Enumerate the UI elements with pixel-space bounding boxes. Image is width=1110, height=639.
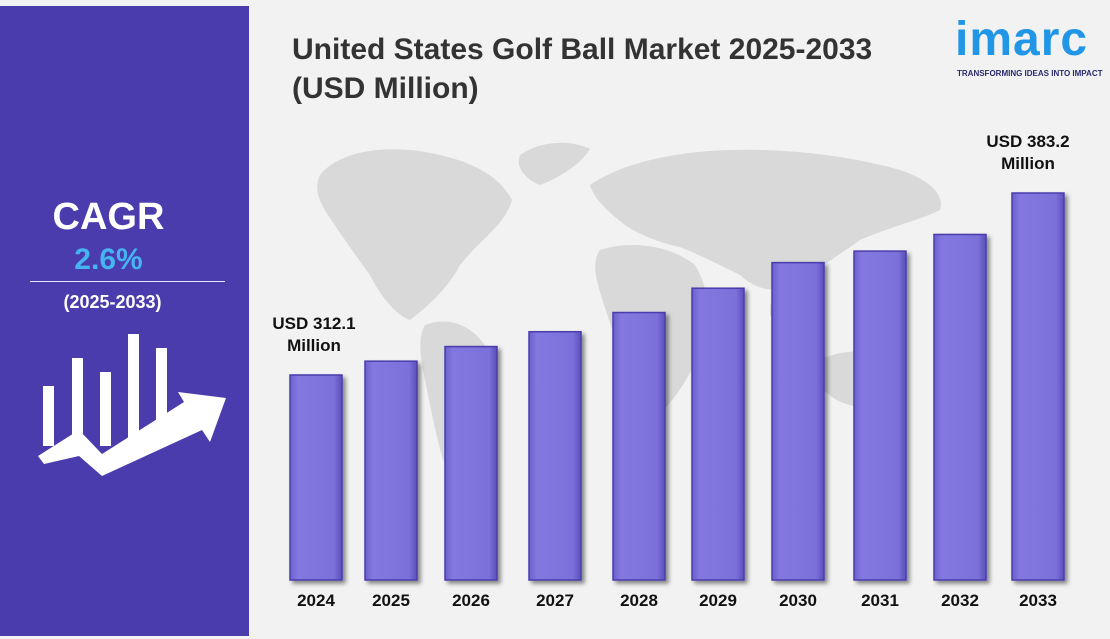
bar-2024 xyxy=(289,374,343,581)
bar-2033 xyxy=(1011,192,1065,581)
x-tick-label: 2028 xyxy=(620,591,658,610)
chart-title: United States Golf Ball Market 2025-2033… xyxy=(292,30,932,108)
x-tick-label: 2033 xyxy=(1019,591,1057,610)
x-axis-labels: 2024 2025 2026 2027 2028 2029 2030 2031 2032 2033 xyxy=(297,591,1057,610)
bar-2026 xyxy=(444,345,498,581)
x-tick-label: 2031 xyxy=(861,591,899,610)
x-tick-label: 2025 xyxy=(372,591,410,610)
bar-2027 xyxy=(528,330,582,581)
bar-2030 xyxy=(771,261,825,581)
cagr-side-panel: CAGR 2.6% (2025-2033) xyxy=(0,6,249,636)
x-tick-label: 2027 xyxy=(536,591,574,610)
bar-2032 xyxy=(933,233,987,581)
logo-wordmark: imarc xyxy=(955,13,1089,66)
x-tick-label: 2024 xyxy=(297,591,335,610)
cagr-divider xyxy=(30,281,225,282)
x-tick-label: 2030 xyxy=(779,591,817,610)
bar-2029 xyxy=(691,287,745,581)
bar-series xyxy=(289,192,1065,581)
chart-title-line-2: (USD Million) xyxy=(292,72,479,105)
bar-2028 xyxy=(612,311,666,581)
logo-tagline: TRANSFORMING IDEAS INTO IMPACT xyxy=(957,69,1103,78)
cagr-period: (2025-2033) xyxy=(63,292,162,312)
cagr-label: CAGR xyxy=(52,196,165,238)
x-tick-label: 2029 xyxy=(699,591,737,610)
value-label-2024: USD 312.1 Million xyxy=(272,314,355,355)
x-tick-label: 2032 xyxy=(941,591,979,610)
value-annotations: USD 312.1 Million USD 383.2 Million xyxy=(272,132,1069,355)
bar-2025 xyxy=(364,360,418,581)
value-label-2033: USD 383.2 Million xyxy=(986,132,1069,173)
imarc-logo: imarc TRANSFORMING IDEAS INTO IMPACT xyxy=(955,13,1105,80)
cagr-value: 2.6% xyxy=(74,243,143,276)
growth-chart-icon xyxy=(38,334,226,476)
chart-title-line-1: United States Golf Ball Market 2025-2033 xyxy=(292,33,873,66)
x-tick-label: 2026 xyxy=(452,591,490,610)
bar-2031 xyxy=(853,250,907,581)
